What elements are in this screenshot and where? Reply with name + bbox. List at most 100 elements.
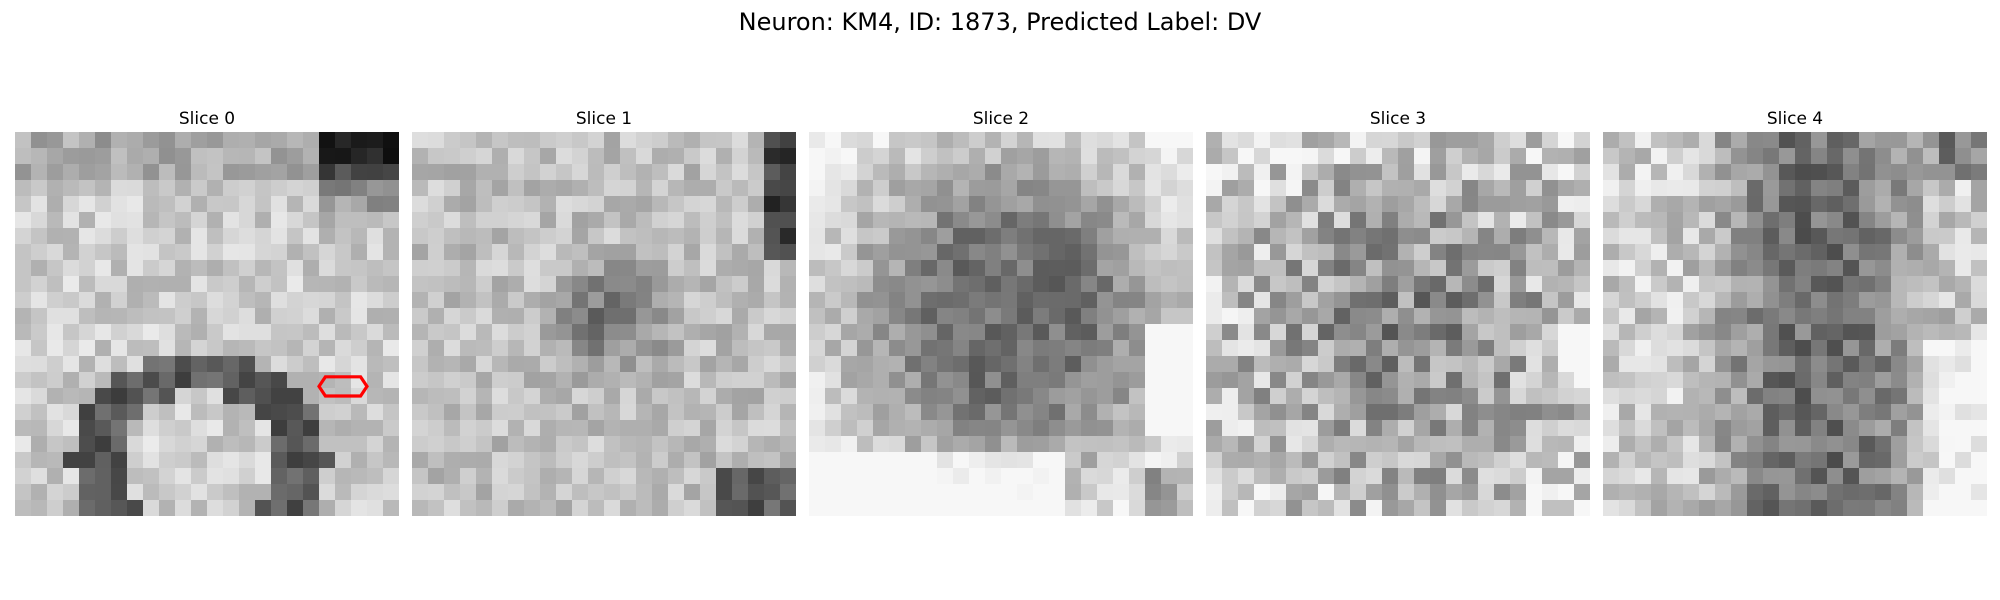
slice-pixel xyxy=(1366,308,1383,325)
slice-pixel xyxy=(1891,500,1908,516)
slice-pixel xyxy=(1603,148,1620,165)
slice-pixel xyxy=(79,148,96,165)
slice-pixel xyxy=(1462,212,1479,229)
slice-pixel xyxy=(1206,484,1223,501)
slice-pixel xyxy=(476,228,493,245)
slice-pixel xyxy=(1683,340,1700,357)
slice-pixel xyxy=(1907,468,1924,485)
slice-pixel xyxy=(1254,260,1271,277)
slice-pixel xyxy=(1398,228,1415,245)
slice-pixel xyxy=(508,404,525,421)
slice-pixel xyxy=(1017,292,1034,309)
slice-pixel xyxy=(1129,308,1146,325)
slice-pixel xyxy=(1113,452,1130,469)
slice-pixel xyxy=(1811,340,1828,357)
slice-pixel xyxy=(1731,212,1748,229)
slice-pixel xyxy=(668,228,685,245)
slice-pixel xyxy=(700,500,717,516)
slice-pixel xyxy=(319,484,336,501)
slice-pixel xyxy=(1177,148,1193,165)
slice-pixel xyxy=(1017,356,1034,373)
slice-pixel xyxy=(175,180,192,197)
slice-pixel xyxy=(63,436,80,453)
slice-pixel xyxy=(143,388,160,405)
slice-pixel xyxy=(684,484,701,501)
slice-pixel xyxy=(540,388,557,405)
slice-pixel xyxy=(476,340,493,357)
slice-pixel xyxy=(1446,212,1463,229)
slice-pixel xyxy=(1145,356,1162,373)
slice-pixel xyxy=(287,388,304,405)
slice-pixel xyxy=(636,260,653,277)
slice-pixel xyxy=(191,420,208,437)
slice-pixel xyxy=(1574,388,1590,405)
slice-pixel xyxy=(604,420,621,437)
slice-pixel xyxy=(191,276,208,293)
slice-pixel xyxy=(668,212,685,229)
slice-pixel xyxy=(764,148,781,165)
slice-pixel xyxy=(1318,484,1335,501)
slice-pixel xyxy=(1286,324,1303,341)
slice-pixel xyxy=(1827,404,1844,421)
slice-pixel xyxy=(1526,340,1543,357)
slice-pixel xyxy=(684,212,701,229)
slice-pixel xyxy=(1065,404,1082,421)
slice-pixel xyxy=(239,436,256,453)
slice-pixel xyxy=(1446,500,1463,516)
slice-pixel xyxy=(1177,468,1193,485)
slice-pixel xyxy=(1635,228,1652,245)
slice-pixel xyxy=(1795,308,1812,325)
slice-pixel xyxy=(953,164,970,181)
slice-pixel xyxy=(1222,420,1239,437)
slice-pixel xyxy=(492,500,509,516)
slice-pixel xyxy=(1398,468,1415,485)
slice-pixel xyxy=(1113,228,1130,245)
slice-pixel xyxy=(732,308,749,325)
slice-pixel xyxy=(1334,244,1351,261)
slice-pixel xyxy=(271,468,288,485)
slice-pixel xyxy=(95,452,112,469)
slice-pixel xyxy=(1731,228,1748,245)
slice-pixel xyxy=(764,436,781,453)
slice-pixel xyxy=(255,212,272,229)
slice-pixel xyxy=(524,452,541,469)
slice-pixel xyxy=(604,388,621,405)
slice-pixel xyxy=(556,244,573,261)
slice-pixel xyxy=(1001,148,1018,165)
slice-pixel xyxy=(1526,324,1543,341)
slice-pixel xyxy=(1542,196,1559,213)
slice-pixel xyxy=(1065,372,1082,389)
slice-pixel xyxy=(524,340,541,357)
slice-pixel xyxy=(1065,436,1082,453)
slice-pixel xyxy=(1907,420,1924,437)
slice-pixel xyxy=(1699,356,1716,373)
slice-pixel xyxy=(412,196,429,213)
slice-pixel xyxy=(780,196,796,213)
slice-pixel xyxy=(508,244,525,261)
slice-pixel xyxy=(937,324,954,341)
slice-pixel xyxy=(1859,500,1876,516)
slice-pixel xyxy=(969,308,986,325)
slice-pixel xyxy=(1446,148,1463,165)
slice-pixel xyxy=(873,452,890,469)
slice-pixel xyxy=(1145,308,1162,325)
slice-pixel xyxy=(31,420,48,437)
slice-pixel xyxy=(1619,468,1636,485)
slice-pixel xyxy=(1161,276,1178,293)
slice-pixel xyxy=(1843,388,1860,405)
slice-pixel xyxy=(287,180,304,197)
slice-pixel xyxy=(1430,388,1447,405)
slice-pixel xyxy=(841,404,858,421)
slice-pixel xyxy=(1779,452,1796,469)
slice-pixel xyxy=(1907,228,1924,245)
slice-pixel xyxy=(1145,244,1162,261)
slice-pixel xyxy=(732,436,749,453)
slice-pixel xyxy=(1875,244,1892,261)
slice-pixel xyxy=(1923,324,1940,341)
slice-pixel xyxy=(1923,484,1940,501)
slice-pixel xyxy=(255,324,272,341)
slice-pixel xyxy=(1145,292,1162,309)
slice-pixel xyxy=(1939,340,1956,357)
slice-pixel xyxy=(841,276,858,293)
slice-pixel xyxy=(1318,404,1335,421)
